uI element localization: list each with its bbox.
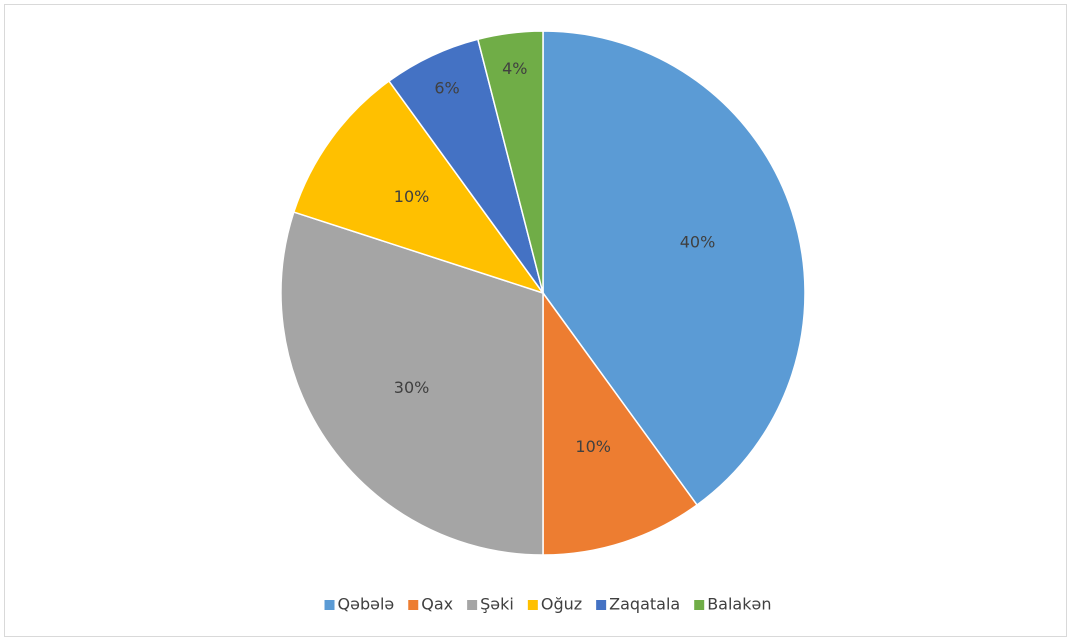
data-label: 6% <box>434 79 459 98</box>
legend-swatch <box>694 600 705 610</box>
legend-label: Qax <box>421 595 453 614</box>
data-label: 40% <box>680 232 716 251</box>
data-label: 4% <box>502 59 527 78</box>
pie-slice <box>280 211 544 556</box>
legend-label: Qəbələ <box>338 595 395 614</box>
legend-swatch <box>596 600 607 610</box>
legend-swatch <box>324 600 335 610</box>
data-label: 10% <box>575 437 611 456</box>
pie-slice <box>476 30 544 294</box>
legend-label: Şəki <box>480 595 514 614</box>
legend-label: Zaqatala <box>609 595 680 614</box>
pie-slice <box>542 30 806 507</box>
legend-label: Balakən <box>707 595 771 614</box>
legend-swatch <box>467 600 478 610</box>
legend-label: Oğuz <box>541 595 582 614</box>
data-label: 10% <box>394 187 430 206</box>
pie-slice <box>292 79 545 295</box>
pie-slice <box>542 290 699 556</box>
legend-swatch <box>527 600 538 610</box>
legend-swatch <box>408 600 419 610</box>
legend: Qəbələ Qax Şəki Oğuz Zaqatala Balakən <box>324 595 771 614</box>
data-label: 30% <box>394 378 430 397</box>
